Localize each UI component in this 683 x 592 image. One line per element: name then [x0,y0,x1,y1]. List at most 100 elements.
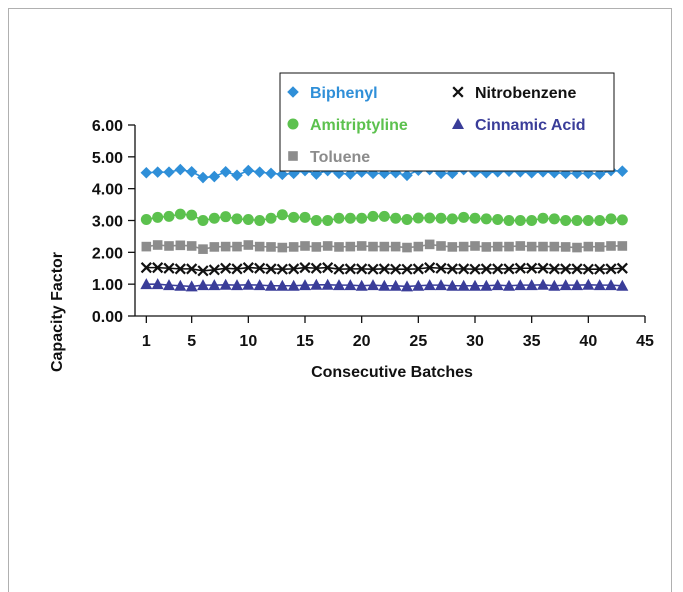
data-point-nitrobenzene [288,263,300,275]
data-point-cinnamic-acid [503,279,515,291]
data-point-cinnamic-acid [140,278,153,290]
y-axis-title: Capacity Factor [49,252,66,372]
data-point-biphenyl [333,167,345,180]
legend-marker-toluene [288,151,298,161]
data-point-cinnamic-acid [197,279,209,291]
data-point-nitrobenzene [401,263,413,275]
data-point-toluene [175,240,186,251]
data-point-cinnamic-acid [446,279,459,291]
data-point-toluene [526,241,537,252]
data-point-biphenyl [310,168,323,180]
data-point-cinnamic-acid [593,279,606,291]
data-point-toluene [515,241,526,251]
data-point-toluene [390,241,401,252]
data-point-amitriptyline [492,214,504,226]
data-point-cinnamic-acid [310,278,323,290]
data-point-biphenyl [185,165,198,178]
data-point-toluene [594,242,605,252]
data-point-nitrobenzene [548,263,560,275]
y-tick-label: 2.00 [92,245,123,262]
data-point-toluene [266,242,276,252]
data-point-amitriptyline [265,212,277,224]
data-point-toluene [334,242,344,252]
data-point-cinnamic-acid [548,279,561,291]
data-point-nitrobenzene [356,263,368,275]
data-point-toluene [232,241,242,252]
data-point-amitriptyline [480,213,492,225]
data-point-amitriptyline [197,215,209,226]
data-point-amitriptyline [537,212,549,224]
data-point-biphenyl [616,165,629,177]
data-point-amitriptyline [412,212,424,224]
series-toluene [141,239,628,254]
data-point-toluene [617,241,628,251]
data-point-amitriptyline [514,215,526,226]
data-point-biphenyl [197,171,209,184]
legend-label-nitrobenzene: Nitrobenzene [475,85,576,102]
data-point-cinnamic-acid [355,279,368,291]
data-point-cinnamic-acid [242,278,255,290]
data-point-amitriptyline [503,215,515,226]
data-point-cinnamic-acid [151,278,164,290]
y-tick-label: 6.00 [92,118,123,135]
data-point-amitriptyline [356,212,368,224]
data-point-toluene [458,241,469,252]
data-point-nitrobenzene [367,263,379,275]
data-point-cinnamic-acid [401,280,413,292]
data-point-nitrobenzene [526,262,538,274]
data-point-toluene [402,242,412,253]
data-point-amitriptyline [548,213,560,225]
y-tick-label: 0.00 [92,309,123,326]
data-point-nitrobenzene [480,263,492,275]
x-tick-label: 5 [187,333,196,350]
data-point-amitriptyline [288,211,300,223]
data-point-amitriptyline [254,215,266,226]
data-point-nitrobenzene [458,263,470,275]
data-point-amitriptyline [378,210,390,222]
data-point-cinnamic-acid [367,279,379,291]
data-point-toluene [322,241,333,251]
data-point-toluene [572,242,582,253]
data-point-nitrobenzene [390,263,402,275]
data-point-amitriptyline [152,211,164,223]
data-point-amitriptyline [582,215,594,226]
data-point-nitrobenzene [276,263,288,275]
x-tick-label: 15 [296,333,314,350]
data-point-cinnamic-acid [253,279,266,291]
data-point-amitriptyline [310,215,322,226]
data-point-cinnamic-acid [457,279,470,291]
data-point-cinnamic-acid [174,279,187,291]
data-point-cinnamic-acid [378,279,391,291]
data-point-biphenyl [446,167,459,180]
data-point-nitrobenzene [435,262,447,274]
data-point-nitrobenzene [174,263,186,275]
data-point-toluene [254,241,265,252]
data-point-cinnamic-acid [491,279,504,291]
data-point-nitrobenzene [469,263,481,275]
data-point-toluene [538,241,548,252]
data-point-nitrobenzene [571,263,583,275]
legend-label-toluene: Toluene [310,149,370,166]
data-point-toluene [186,241,197,251]
data-point-toluene [424,239,435,250]
data-point-amitriptyline [344,212,356,224]
data-point-nitrobenzene [378,263,390,275]
data-point-biphenyl [344,168,357,180]
data-point-amitriptyline [616,214,628,226]
data-point-toluene [356,241,367,251]
data-point-biphenyl [242,164,255,177]
data-point-nitrobenzene [560,263,572,275]
data-point-amitriptyline [186,209,198,221]
data-point-amitriptyline [220,211,232,223]
data-point-cinnamic-acid [559,279,572,291]
x-tick-label: 25 [409,333,427,350]
data-point-toluene [152,240,163,250]
data-point-nitrobenzene [412,263,424,275]
data-point-biphenyl [253,166,266,178]
data-point-toluene [243,240,254,250]
data-point-nitrobenzene [333,263,345,275]
data-point-amitriptyline [140,214,152,226]
data-point-cinnamic-acid [333,279,345,291]
data-point-cinnamic-acid [219,278,232,290]
series-amitriptyline [140,208,628,226]
